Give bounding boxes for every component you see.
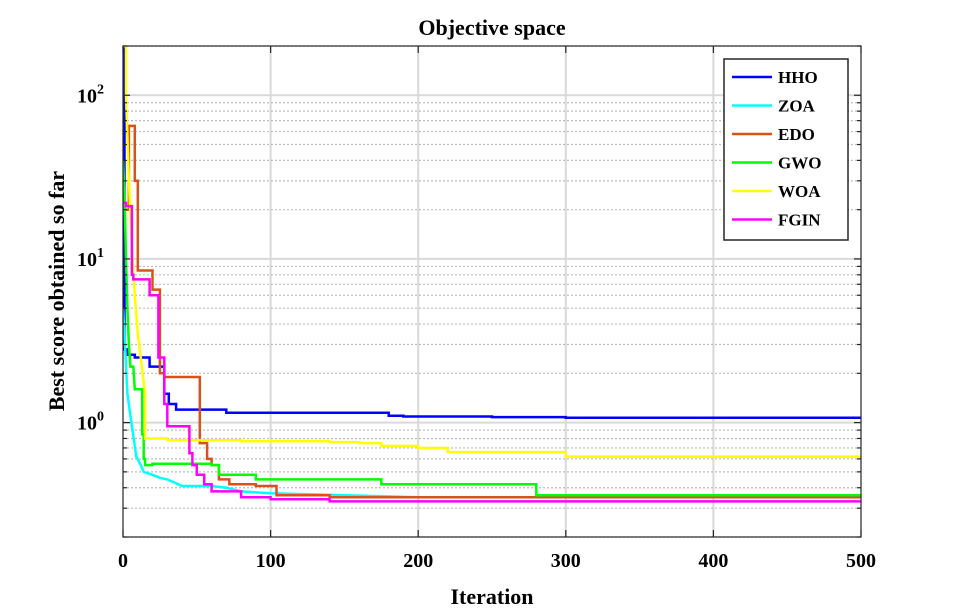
x-tick-label: 300: [551, 550, 581, 572]
axes: [122, 45, 862, 538]
legend-label-zoa: ZOA: [778, 97, 816, 116]
x-tick-label: 400: [698, 550, 728, 572]
legend-label-woa: WOA: [778, 182, 821, 201]
x-tick-label: 100: [256, 550, 286, 572]
axes-box: [122, 45, 862, 538]
legend-label-gwo: GWO: [778, 154, 821, 173]
x-tick-label: 0: [118, 550, 128, 572]
legend: HHO ZOA EDO GWO WOA FGIN: [723, 58, 849, 241]
tick-labels: 0 100 200 300 400 500 100 101 102: [77, 82, 876, 572]
series-line-zoa: [123, 308, 861, 499]
y-tick-label: 101: [77, 246, 104, 271]
legend-label-fgin: FGIN: [778, 211, 821, 230]
y-axis-label: Best score obtained so far: [44, 171, 69, 412]
x-tick-label: 200: [403, 550, 433, 572]
legend-label-edo: EDO: [778, 125, 815, 144]
grid: [123, 45, 861, 538]
y-tick-label: 100: [77, 410, 104, 435]
chart-title: Objective space: [418, 15, 565, 40]
y-tick-label: 102: [77, 82, 104, 107]
x-axis-label: Iteration: [450, 584, 533, 609]
legend-label-hho: HHO: [778, 68, 818, 87]
series-line-gwo: [123, 160, 861, 497]
x-tick-label: 500: [846, 550, 876, 572]
series-layer: [123, 46, 861, 503]
series-line-edo: [123, 124, 861, 499]
series-line-fgin: [123, 201, 861, 503]
legend-box: [723, 58, 849, 241]
